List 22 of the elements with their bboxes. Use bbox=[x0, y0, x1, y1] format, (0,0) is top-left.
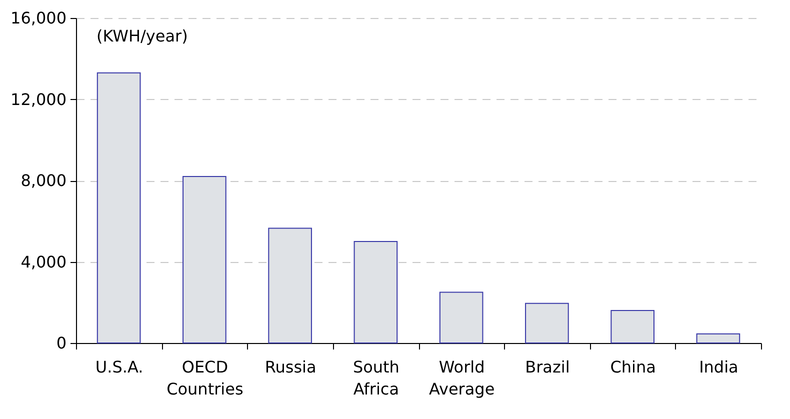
x-tick-label: China bbox=[610, 358, 656, 376]
bar bbox=[525, 302, 569, 344]
x-tick-label: OECD Countries bbox=[166, 358, 244, 398]
x-tick-label: Russia bbox=[264, 358, 316, 376]
bar bbox=[439, 292, 484, 344]
bar bbox=[182, 176, 226, 344]
bar bbox=[610, 310, 654, 344]
y-tick-label: 16,000 bbox=[10, 8, 66, 28]
bar bbox=[696, 333, 740, 344]
bar bbox=[354, 240, 398, 344]
y-tick-label: 12,000 bbox=[10, 90, 66, 109]
x-tick-label: U.S.A. bbox=[95, 358, 144, 376]
y-tick-label: 8,000 bbox=[20, 171, 66, 190]
x-tick-label: India bbox=[699, 358, 738, 376]
y-tick-label: 0 bbox=[56, 334, 66, 352]
x-tick-label: South Africa bbox=[352, 358, 400, 398]
y-axis-title: (KWH/year) bbox=[96, 26, 188, 46]
x-tick-label: World Average bbox=[428, 358, 495, 398]
bar bbox=[96, 72, 141, 344]
bar bbox=[268, 228, 312, 344]
x-tick-label: Brazil bbox=[525, 358, 570, 376]
y-tick-label: 4,000 bbox=[20, 252, 66, 272]
